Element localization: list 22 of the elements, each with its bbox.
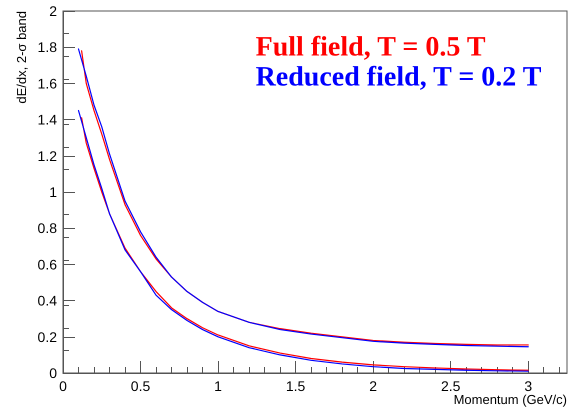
- y-tick-label: 1: [49, 184, 58, 200]
- x-tick-label: 0: [59, 378, 68, 394]
- text: Full field, T = 0.5 T: [256, 32, 486, 62]
- x-tick-label: 2: [369, 378, 378, 394]
- y-tick-label: 0: [49, 365, 58, 381]
- y-tick-label: 1.6: [38, 75, 58, 92]
- text: Reduced field, T = 0.2 T: [256, 62, 542, 92]
- y-axis-title: dE/dx, 2-σ band: [14, 11, 29, 104]
- x-axis-title: Momentum (GeV/c): [454, 392, 567, 407]
- y-tick-label: 1.8: [38, 39, 58, 56]
- x-tick-label: 2.5: [440, 378, 461, 394]
- y-tick-label: 0.4: [38, 292, 58, 309]
- x-tick-label: 0.5: [130, 378, 150, 394]
- x-tick-label: 3: [524, 378, 532, 394]
- y-tick-label: 0.6: [38, 256, 58, 272]
- y-tick-label: 2: [49, 3, 58, 19]
- y-tick-label: 0.2: [38, 328, 58, 345]
- x-tick-label: 1.5: [286, 378, 306, 394]
- y-tick-label: 1.2: [38, 148, 58, 164]
- y-tick-label: 0.8: [38, 220, 58, 236]
- x-tick-label: 1: [214, 378, 222, 394]
- y-tick-label: 1.4: [38, 112, 58, 128]
